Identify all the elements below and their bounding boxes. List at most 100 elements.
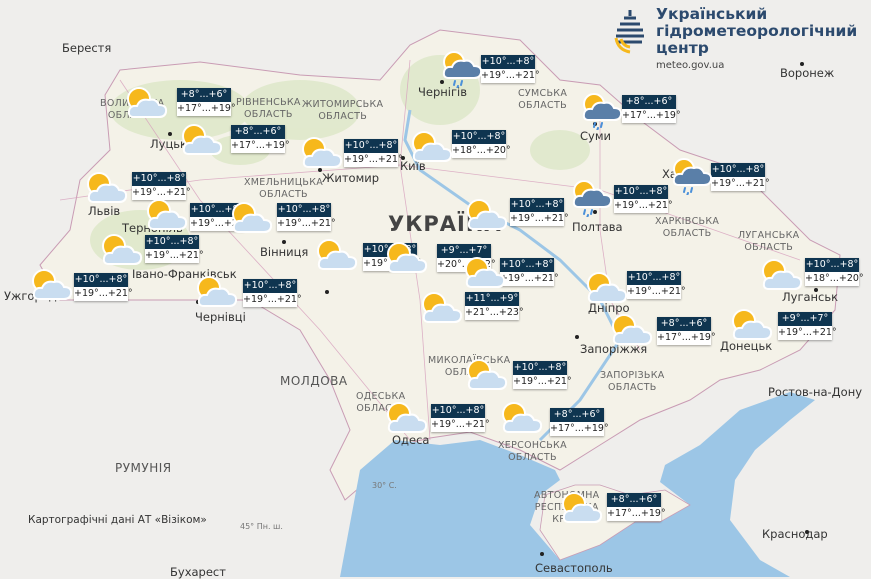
night-temp: +10°...+8° (627, 271, 681, 285)
night-temp: +10°...+8° (500, 258, 554, 272)
map-label-berestia: Берестя (62, 41, 112, 55)
city-dot (540, 552, 544, 556)
forecast-box[interactable]: +10°...+8°+19°...+21° (431, 404, 490, 432)
night-temp: +11°...+9° (465, 292, 519, 306)
city-dot (318, 168, 322, 172)
map-label-donetsk: Донецьк (720, 339, 773, 353)
forecast-box[interactable]: +8°...+6° +17°...+19° (657, 317, 716, 345)
forecast-box[interactable]: +10°...+8°+19°...+21° (627, 271, 686, 299)
night-temp: +8°...+6° (550, 408, 604, 422)
sun-cloud-icon (607, 310, 653, 350)
forecast-box[interactable]: +10°...+8°+19°...+21° (614, 185, 673, 213)
night-temp: +10°...+8° (711, 163, 765, 177)
forecast-box[interactable]: +10°...+8°+19°...+21° (132, 172, 191, 200)
night-temp: +10°...+8° (277, 203, 331, 217)
night-temp: +10°...+8° (481, 55, 535, 69)
day-temp: +19°...+21° (778, 326, 837, 340)
night-temp: +10°...+8° (431, 404, 485, 418)
city-dot (575, 335, 579, 339)
org-name-line-1: Український (656, 5, 768, 23)
day-temp: +19°...+21° (510, 212, 569, 226)
night-temp: +10°...+8° (190, 203, 244, 217)
sun-cloud-icon (757, 255, 803, 295)
night-temp: +9°...+7° (778, 312, 832, 326)
forecast-box[interactable]: +10°...+8° +18°...+20° (805, 258, 864, 286)
forecast-box[interactable]: +10°...+8°+19°...+21° (510, 198, 569, 226)
map-label-odesa: Одеса (392, 433, 430, 447)
night-temp: +10°...+8° (513, 361, 567, 375)
night-temp: +10°...+8° (344, 139, 398, 153)
forecast-box[interactable]: +10°...+8°+19°...+21° (190, 203, 249, 231)
sun-cloud-icon (177, 120, 223, 160)
sun-cloud-icon (82, 168, 128, 208)
night-temp: +8°...+6° (177, 88, 231, 102)
night-temp: +10°...+8° (614, 185, 668, 199)
sun-cloud-icon (727, 305, 773, 345)
map-label-moldova: МОЛДОВА (280, 374, 348, 388)
day-temp: +19°...+21° (344, 153, 403, 167)
forecast-box[interactable]: +10°...+8°+19°...+21° (344, 139, 403, 167)
map-label-zhytomyr: Житомир (322, 171, 380, 185)
city-dot (282, 240, 286, 244)
forecast-box[interactable]: +10°...+8°+19°...+21° (711, 163, 770, 191)
map-label-kharkiv-obl: ХАРКІВСЬКА ОБЛАСТЬ (655, 216, 720, 239)
forecast-box[interactable]: +10°...+8°+19°...+21° (277, 203, 336, 231)
forecast-box[interactable]: +8°...+6° +17°...+19° (177, 88, 236, 116)
day-temp: +18°...+20° (452, 144, 511, 158)
sun-cloud-icon (462, 355, 508, 395)
map-label-bucharest: Бухарест (170, 565, 226, 579)
night-temp: +10°...+8° (452, 130, 506, 144)
black-sea (340, 392, 815, 577)
forecast-box[interactable]: +9°...+7° +19°...+21° (778, 312, 837, 340)
forecast-box[interactable]: +8°...+6° +17°...+19° (550, 408, 609, 436)
city-dot (805, 530, 809, 534)
day-temp: +19°...+21° (481, 69, 540, 83)
map-label-rostov: Ростов-на-Дону (768, 385, 863, 399)
map-label-lon30: 30° С. (372, 481, 397, 490)
day-temp: +19°...+21° (627, 285, 686, 299)
city-dot (168, 132, 172, 136)
day-temp: +19°...+21° (132, 186, 191, 200)
map-label-sumy-obl: СУМСЬКА ОБЛАСТЬ (518, 88, 568, 111)
site-url[interactable]: meteo.gov.ua (656, 60, 725, 71)
forecast-box[interactable]: +10°...+8°+19°...+21° (481, 55, 540, 83)
day-temp: +17°...+19° (550, 422, 609, 436)
forecast-box[interactable]: +10°...+8°+19°...+21° (74, 273, 133, 301)
forecast-box[interactable]: +11°...+9° +21°...+23° (465, 292, 524, 320)
map-label-kherson-obl: ХЕРСОНСЬКА ОБЛАСТЬ (498, 440, 567, 463)
map-label-zhytomyr-obl: ЖИТОМИРСЬКА ОБЛАСТЬ (302, 99, 384, 122)
sun-cloud-icon (407, 127, 453, 167)
day-temp: +19°...+21° (277, 217, 336, 231)
forecast-box[interactable]: +10°...+8°+19°...+21° (513, 361, 572, 389)
forecast-box[interactable]: +10°...+8°+19°...+21° (145, 235, 204, 263)
forecast-box[interactable]: +10°...+8° +18°...+20° (452, 130, 511, 158)
dnipro-river (403, 109, 622, 442)
sun-rain-cloud-icon (577, 90, 623, 132)
day-temp: +18°...+20° (805, 272, 864, 286)
night-temp: +10°...+8° (145, 235, 199, 249)
map-label-chernivtsi: Чернівці (195, 310, 246, 324)
night-temp: +10°...+8° (132, 172, 186, 186)
forecast-box[interactable]: +10°...+8°+19°...+21° (500, 258, 559, 286)
day-temp: +19°...+21° (243, 293, 302, 307)
night-temp: +10°...+8° (243, 279, 297, 293)
night-temp: +10°...+8° (510, 198, 564, 212)
forecast-box[interactable]: +8°...+6° +17°...+19° (607, 493, 666, 521)
forecast-box[interactable]: +8°...+6° +17°...+19° (231, 125, 290, 153)
night-temp: +8°...+6° (622, 95, 676, 109)
map-label-luhansk: Луганськ (782, 290, 839, 304)
map-label-sevastopol: Севастополь (535, 561, 613, 575)
map-label-lviv: Львів (88, 204, 121, 218)
ugmc-logo[interactable]: Український гідрометеорологічний центр m… (612, 6, 857, 71)
day-temp: +17°...+19° (622, 109, 681, 123)
ugmc-drop-icon (614, 10, 644, 54)
forecast-box[interactable]: +10°...+8°+19°...+21° (243, 279, 302, 307)
sun-cloud-icon (297, 133, 343, 173)
map-label-luhansk-obl: ЛУГАНСЬКА ОБЛАСТЬ (738, 230, 800, 253)
city-dot (593, 210, 597, 214)
map-label-vinnytsia: Вінниця (260, 245, 309, 259)
map-label-odesa-obl: ОДЕСЬКА ОБЛАСТЬ (356, 391, 406, 414)
forecast-box[interactable]: +8°...+6° +17°...+19° (622, 95, 681, 123)
sun-cloud-icon (97, 230, 143, 270)
sun-rain-cloud-icon (667, 155, 713, 197)
